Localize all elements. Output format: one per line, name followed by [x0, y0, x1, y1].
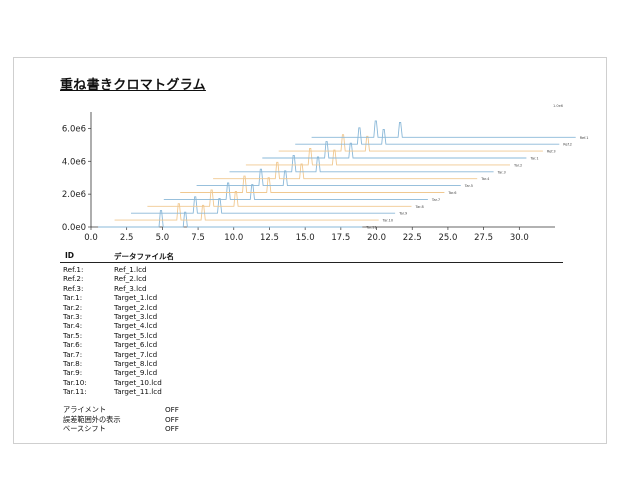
series-line [245, 148, 510, 166]
x-tick-label: 0.0 [84, 233, 98, 243]
row-id: Tar.5: [63, 330, 83, 340]
x-tick-label: 30.0 [510, 233, 529, 243]
offset-scale-label: 1.0e6 [553, 104, 563, 108]
row-file: Target_5.lcd [114, 330, 158, 340]
y-tick-label: 0.0e0 [62, 223, 86, 233]
row-file: Ref_1.lcd [114, 265, 147, 274]
series-label: Ref.2 [563, 143, 572, 147]
row-id: Ref.3: [63, 283, 84, 293]
series-label: Ref.1 [580, 136, 589, 140]
series-label: Tar.4 [480, 177, 490, 181]
setting-label: ベースシフト [63, 424, 106, 434]
x-tick-label: 17.5 [331, 233, 350, 243]
row-id: Tar.1: [63, 293, 83, 303]
y-tick-label: 6.0e6 [62, 124, 86, 134]
x-tick-label: 25.0 [438, 233, 457, 243]
x-tick-label: 10.0 [224, 233, 243, 243]
x-tick-label: 2.5 [120, 233, 134, 243]
series-line [295, 127, 560, 145]
row-file: Ref_2.lcd [114, 274, 147, 284]
row-file: Target_2.lcd [114, 302, 158, 312]
y-tick-label: 4.0e6 [62, 157, 86, 167]
setting-label: アライメント [63, 405, 107, 414]
row-id: Tar.7: [63, 349, 83, 359]
setting-value: OFF [165, 405, 179, 414]
header-datafile: データファイル名 [114, 252, 174, 261]
series-label: Tar.7 [431, 198, 440, 202]
series-line [229, 154, 494, 173]
series-label: Tar.8 [415, 205, 424, 209]
setting-value: OFF [165, 424, 179, 434]
series-line [131, 196, 396, 214]
row-file: Ref_3.lcd [114, 283, 147, 293]
row-id: Ref.1: [63, 265, 84, 274]
series-line [180, 175, 445, 193]
row-id: Tar.6: [63, 340, 83, 350]
series-line [213, 161, 478, 180]
x-tick-label: 5.0 [156, 233, 170, 243]
x-tick-label: 12.5 [260, 233, 279, 243]
report-page [13, 57, 607, 444]
setting-value: OFF [165, 414, 179, 424]
series-label: Tar.10 [382, 219, 393, 223]
series-label: Tar.5 [464, 184, 473, 188]
row-id: Tar.4: [63, 321, 83, 331]
row-file: Target_6.lcd [114, 340, 158, 350]
row-file: Target_10.lcd [114, 377, 162, 387]
row-file: Target_4.lcd [114, 321, 158, 331]
series-label: Tar.9 [398, 212, 407, 216]
series-label: Ref.3 [547, 150, 556, 154]
series-label: Tar.2 [513, 163, 522, 167]
row-file: Target_11.lcd [114, 387, 162, 397]
row-file: Target_9.lcd [114, 368, 158, 378]
x-tick-label: 15.0 [296, 233, 315, 243]
row-file: Target_1.lcd [114, 293, 158, 303]
series-line [262, 141, 527, 159]
series-line [147, 189, 412, 207]
row-id: Tar.10: [63, 377, 87, 387]
row-id: Ref.2: [63, 274, 84, 284]
series-line [278, 134, 543, 152]
report-title: 重ね書きクロマトグラム [60, 78, 206, 93]
setting-label: 誤差範囲外の表示 [63, 414, 121, 424]
row-file: Target_3.lcd [114, 311, 158, 321]
series-line [114, 203, 379, 221]
series-line [98, 210, 363, 228]
row-id: Tar.2: [63, 302, 83, 312]
row-id: Tar.8: [63, 358, 83, 368]
series-line [163, 182, 428, 200]
row-id: Tar.11: [63, 387, 87, 397]
x-tick-label: 22.5 [403, 233, 422, 243]
series-label: Tar.1 [529, 157, 538, 161]
series-line [196, 168, 461, 187]
row-file: Target_8.lcd [114, 358, 158, 368]
y-tick-label: 2.0e6 [62, 190, 86, 200]
x-tick-label: 20.0 [367, 233, 386, 243]
table-header: ID データファイル名 [60, 250, 563, 263]
x-tick-label: 27.5 [474, 233, 493, 243]
series-label: Tar.6 [447, 191, 456, 195]
series-line [311, 120, 576, 138]
header-id: ID [65, 251, 75, 260]
series-label: Tar.11 [365, 226, 376, 230]
x-tick-label: 7.5 [191, 233, 205, 243]
row-id: Tar.3: [63, 311, 83, 321]
series-label: Tar.3 [497, 170, 506, 174]
row-file: Target_7.lcd [114, 349, 158, 359]
row-id: Tar.9: [63, 368, 83, 378]
